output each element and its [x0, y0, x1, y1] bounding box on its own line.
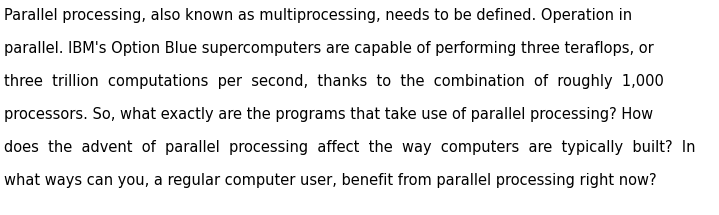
Text: Parallel processing, also known as multiprocessing, needs to be defined. Operati: Parallel processing, also known as multi…: [4, 8, 632, 23]
Text: parallel. IBM's Option Blue supercomputers are capable of performing three teraf: parallel. IBM's Option Blue supercompute…: [4, 41, 654, 56]
Text: does  the  advent  of  parallel  processing  affect  the  way  computers  are  t: does the advent of parallel processing a…: [4, 140, 695, 155]
Text: what ways can you, a regular computer user, benefit from parallel processing rig: what ways can you, a regular computer us…: [4, 173, 656, 188]
Text: processors. So, what exactly are the programs that take use of parallel processi: processors. So, what exactly are the pro…: [4, 107, 653, 122]
Text: three  trillion  computations  per  second,  thanks  to  the  combination  of  r: three trillion computations per second, …: [4, 74, 664, 89]
